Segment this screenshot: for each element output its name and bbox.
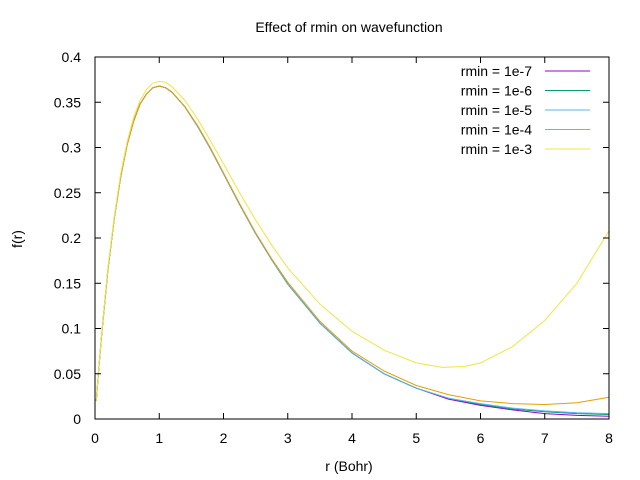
- y-tick-label: 0.2: [62, 230, 82, 246]
- chart-title: Effect of rmin on wavefunction: [255, 19, 442, 35]
- plot-frame: [94, 56, 610, 420]
- y-tick-label: 0.3: [62, 140, 82, 156]
- legend-label: rmin = 1e-4: [461, 122, 532, 138]
- legend-label: rmin = 1e-7: [461, 63, 532, 79]
- x-axis-label: r (Bohr): [325, 458, 372, 474]
- x-tick-label: 0: [91, 430, 99, 446]
- y-tick-label: 0: [73, 411, 81, 427]
- ticks-layer: 0 1 2 3 4 5 6 7 8 0 0.05 0.1 0.15 0.2 0.25 0.3 0.35 0.4: [54, 49, 613, 446]
- legend-label: rmin = 1e-6: [461, 83, 532, 99]
- y-tick-label: 0.35: [54, 94, 81, 110]
- y-tick-label: 0.05: [54, 366, 81, 382]
- x-tick-label: 1: [155, 430, 163, 446]
- x-tick-label: 5: [412, 430, 420, 446]
- x-tick-label: 8: [605, 430, 613, 446]
- series-line-rmin-1e-3: [95, 80, 610, 401]
- x-tick-label: 7: [541, 430, 549, 446]
- y-tick-label: 0.4: [62, 49, 82, 65]
- x-tick-label: 6: [477, 430, 485, 446]
- y-tick-label: 0.1: [62, 321, 82, 337]
- x-tick-label: 2: [220, 430, 228, 446]
- series-line-rmin-1e-4: [95, 85, 610, 405]
- legend: rmin = 1e-7 rmin = 1e-6 rmin = 1e-5 rmin = …: [461, 63, 590, 157]
- series-layer: [95, 80, 610, 417]
- y-axis-label: f(r): [9, 230, 25, 248]
- y-tick-label: 0.25: [54, 185, 81, 201]
- y-tick-label: 0.15: [54, 275, 81, 291]
- x-tick-label: 3: [284, 430, 292, 446]
- legend-label: rmin = 1e-5: [461, 102, 532, 118]
- legend-label: rmin = 1e-3: [461, 141, 532, 157]
- x-tick-label: 4: [348, 430, 356, 446]
